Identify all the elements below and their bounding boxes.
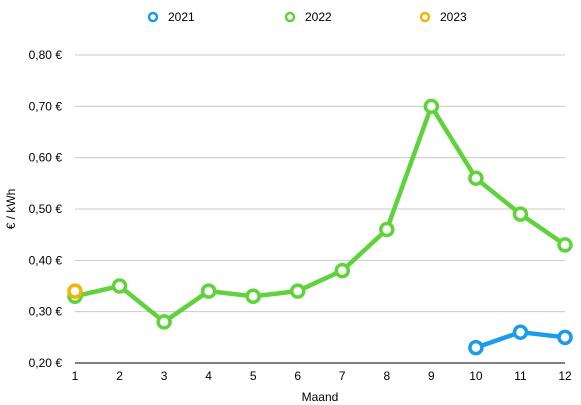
y-tick-label: 0,80 € xyxy=(29,48,63,62)
data-point-2022 xyxy=(379,221,395,238)
y-tick-label: 0,60 € xyxy=(29,151,63,165)
y-tick-label: 0,20 € xyxy=(29,356,63,370)
data-point-2022 xyxy=(289,283,306,299)
data-point-2022 xyxy=(423,98,440,115)
x-tick-label: 3 xyxy=(161,369,168,383)
legend-marker-2021 xyxy=(147,11,159,23)
data-point-2022 xyxy=(468,170,484,186)
legend-marker-2023 xyxy=(419,11,431,23)
data-point-2021 xyxy=(468,339,484,356)
x-tick-label: 11 xyxy=(514,369,527,383)
data-point-2022 xyxy=(111,278,128,294)
x-tick-label: 12 xyxy=(558,369,572,383)
legend-marker-2022 xyxy=(284,11,296,23)
y-tick-label: 0,30 € xyxy=(29,305,63,319)
data-point-2023 xyxy=(67,283,83,299)
x-tick-label: 2 xyxy=(116,369,123,383)
x-axis-label: Maand xyxy=(302,390,339,404)
data-point-2022 xyxy=(334,262,351,279)
data-point-2022 xyxy=(200,283,217,299)
data-point-2022 xyxy=(156,314,172,330)
legend-label-2022: 2022 xyxy=(305,10,332,24)
x-tick-label: 7 xyxy=(339,369,346,383)
y-tick-label: 0,70 € xyxy=(29,99,63,113)
legend-label-2021: 2021 xyxy=(168,10,195,24)
legend: 2021 2022 2023 xyxy=(147,10,467,24)
x-tick-label: 8 xyxy=(383,369,390,383)
x-tick-label: 4 xyxy=(205,369,212,383)
y-tick-label: 0,50 € xyxy=(29,202,63,216)
data-point-2022 xyxy=(245,288,261,305)
data-point-2021 xyxy=(557,329,573,346)
grid xyxy=(75,54,565,364)
y-axis-ticks: 0,20 € 0,30 € 0,40 € 0,50 € 0,60 € 0,70 € 0,80… xyxy=(29,48,63,370)
x-tick-label: 9 xyxy=(428,369,435,383)
series-line-2022 xyxy=(72,104,568,325)
x-tick-label: 1 xyxy=(72,369,79,383)
x-axis-ticks: 1 2 3 4 5 6 7 8 9 10 11 12 xyxy=(72,369,572,383)
data-point-2022 xyxy=(512,206,529,222)
y-tick-label: 0,40 € xyxy=(29,253,63,267)
data-point-2021 xyxy=(512,324,529,340)
series-group xyxy=(67,98,573,356)
y-axis-label: € / kWh xyxy=(4,189,18,230)
x-tick-label: 5 xyxy=(250,369,257,383)
x-tick-label: 6 xyxy=(294,369,301,383)
x-tick-label: 10 xyxy=(469,369,483,383)
data-point-2022 xyxy=(557,237,573,253)
legend-label-2023: 2023 xyxy=(440,10,467,24)
